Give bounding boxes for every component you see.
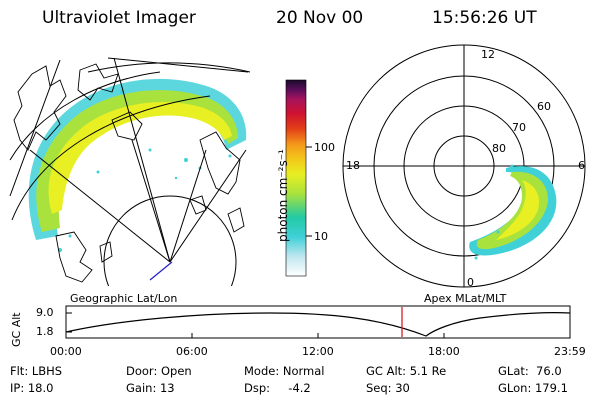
geo-panel-caption: Geographic Lat/Lon (70, 292, 178, 305)
polar-panel-caption: Apex MLat/MLT (424, 292, 507, 305)
geographic-map-panel (9, 57, 251, 286)
aurora-oval-polar-core (496, 180, 540, 240)
colorbar-tick-10: 10 (314, 230, 328, 243)
colorbar-tick-100: 100 (314, 141, 335, 154)
timeline-ytick-max: 9.0 (36, 306, 54, 319)
mlat-label-60: 60 (537, 100, 551, 113)
mlt-label-12: 12 (481, 48, 495, 61)
gc-alt-info: GC Alt: 5.1 Re (366, 364, 447, 378)
filter-info: Flt: LBHS (10, 364, 63, 378)
polar-mlt-panel (342, 44, 586, 288)
map-meridians (29, 57, 247, 263)
ip-info: IP: 18.0 (10, 381, 54, 395)
timeline-ytick-min: 1.8 (36, 325, 54, 338)
instrument-title: Ultraviolet Imager (42, 8, 196, 28)
mlt-label-0: 0 (467, 276, 474, 289)
mlt-label-6: 6 (578, 159, 585, 172)
gain-info: Gain: 13 (126, 381, 175, 395)
ground-track (149, 261, 173, 281)
mlat-label-80: 80 (492, 142, 506, 155)
seq-info: Seq: 30 (366, 381, 410, 395)
aurora-oval-geo-core (48, 102, 232, 214)
map-projection-boundary (87, 62, 251, 73)
dsp-info: Dsp: -4.2 (244, 381, 311, 395)
glat-info: GLat: 76.0 (498, 364, 562, 378)
timeline-panel (65, 305, 571, 339)
coastlines (13, 63, 245, 283)
date-label: 20 Nov 00 (276, 8, 364, 28)
timeline-xtick-4: 23:59 (554, 345, 586, 358)
timeline-xtick-0: 00:00 (50, 345, 82, 358)
door-info: Door: Open (126, 364, 192, 378)
timeline-xtick-2: 12:00 (302, 345, 334, 358)
glon-info: GLon: 179.1 (498, 381, 568, 395)
colorbar (285, 79, 307, 277)
colorbar-unit-label: photon cm⁻²s⁻¹ (276, 149, 290, 242)
timeline-ylabel: GC Alt (10, 312, 23, 347)
mlt-label-18: 18 (346, 159, 360, 172)
mode-info: Mode: Normal (244, 364, 325, 378)
timeline-xtick-3: 18:00 (428, 345, 460, 358)
gc-alt-curve (65, 312, 571, 337)
time-label: 15:56:26 UT (432, 8, 537, 28)
aurora-speckle-polar (474, 164, 514, 260)
mlat-label-70: 70 (512, 121, 526, 134)
timeline-xtick-1: 06:00 (176, 345, 208, 358)
